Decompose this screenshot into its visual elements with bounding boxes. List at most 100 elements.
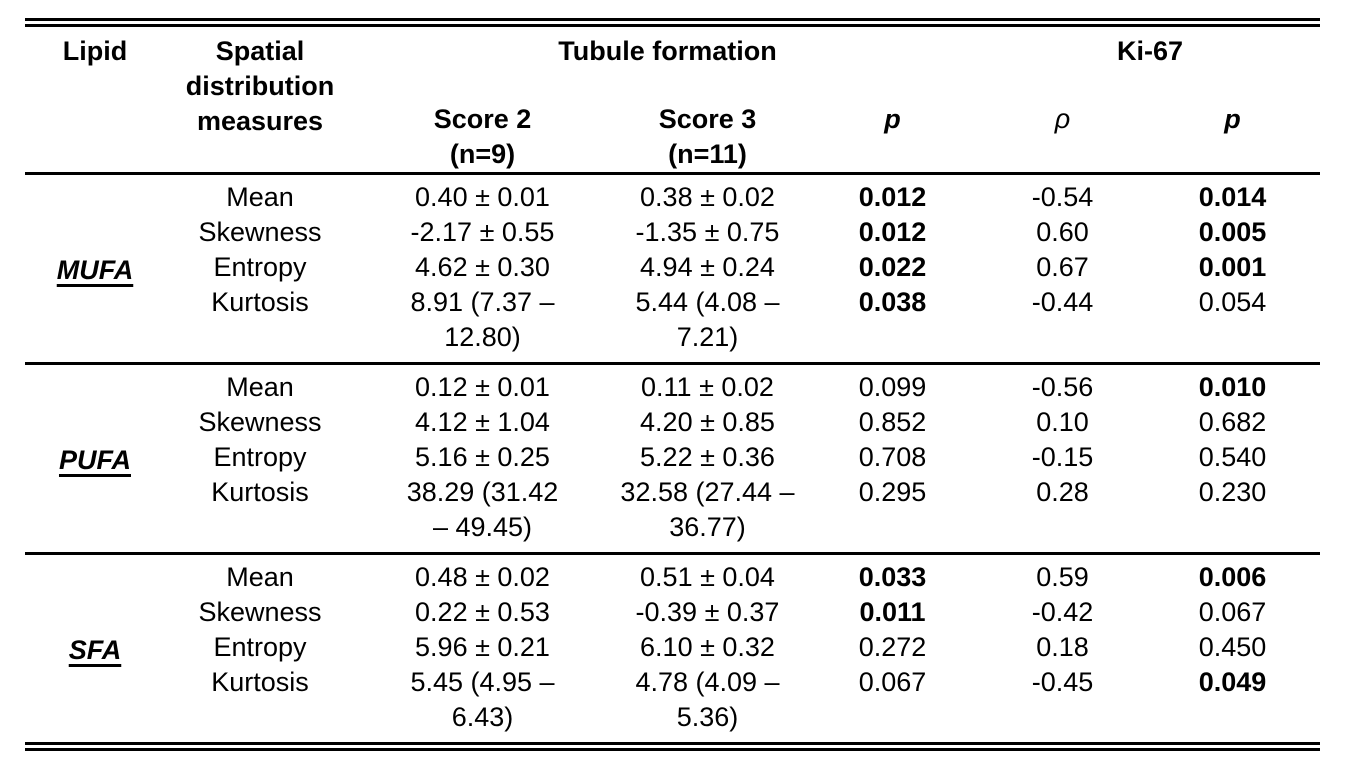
p-tubule-value: 0.295 bbox=[805, 474, 980, 555]
score2-value: 0.48 ± 0.02 bbox=[415, 561, 550, 592]
group-sfa: SFA Mean 0.48 ± 0.02 0.51 ± 0.04 0.033 0… bbox=[25, 553, 1320, 748]
table-row: Kurtosis 5.45 (4.95 – 6.43) 4.78 (4.09 –… bbox=[25, 664, 1320, 748]
measure-label: Kurtosis bbox=[165, 664, 355, 748]
measure-label: Mean bbox=[226, 181, 294, 212]
header-lipid: Lipid bbox=[25, 22, 165, 175]
p-tubule-value: 0.022 bbox=[858, 251, 927, 282]
score2-value: 0.22 ± 0.53 bbox=[415, 596, 550, 627]
table-row: SFA Mean 0.48 ± 0.02 0.51 ± 0.04 0.033 0… bbox=[25, 553, 1320, 748]
measure-label: Mean bbox=[226, 371, 294, 402]
table-row: Skewness 0.22 ± 0.53 -0.39 ± 0.37 0.011 … bbox=[25, 595, 1320, 630]
measure-label: Entropy bbox=[213, 631, 307, 662]
p-ki67-value: 0.054 bbox=[1145, 284, 1320, 365]
table-row: Kurtosis 38.29 (31.42 – 49.45) 32.58 (27… bbox=[25, 474, 1320, 555]
lipid-label: PUFA bbox=[25, 363, 165, 555]
p-ki67-value: 0.049 bbox=[1145, 664, 1320, 748]
score2-value: 5.16 ± 0.25 bbox=[415, 441, 550, 472]
table-row: Skewness 4.12 ± 1.04 4.20 ± 0.85 0.852 0… bbox=[25, 405, 1320, 440]
table-row: Kurtosis 8.91 (7.37 – 12.80) 5.44 (4.08 … bbox=[25, 284, 1320, 365]
score3-value: 32.58 (27.44 – 36.77) bbox=[610, 474, 805, 555]
lipid-label: SFA bbox=[25, 553, 165, 748]
score3-value: 5.44 (4.08 – 7.21) bbox=[610, 284, 805, 365]
measure-label: Skewness bbox=[198, 406, 322, 437]
p-tubule-value: 0.038 bbox=[805, 284, 980, 365]
header-p-ki67: p bbox=[1145, 94, 1320, 175]
table-row: MUFA Mean 0.40 ± 0.01 0.38 ± 0.02 0.012 … bbox=[25, 173, 1320, 365]
p-tubule-value: 0.099 bbox=[858, 371, 927, 402]
rho-value: -0.42 bbox=[1031, 596, 1094, 627]
p-ki67-value: 0.540 bbox=[1198, 441, 1267, 472]
rho-value: -0.45 bbox=[980, 664, 1145, 748]
rho-value: 0.60 bbox=[1036, 216, 1089, 247]
rho-value: -0.15 bbox=[1031, 441, 1094, 472]
score2-value: -2.17 ± 0.55 bbox=[410, 216, 555, 247]
rho-value: 0.10 bbox=[1036, 406, 1089, 437]
score2-value: 5.96 ± 0.21 bbox=[415, 631, 550, 662]
p-ki67-value: 0.010 bbox=[1198, 371, 1267, 402]
score2-value: 4.62 ± 0.30 bbox=[415, 251, 550, 282]
score3-value: 0.51 ± 0.04 bbox=[640, 561, 775, 592]
header-score3: Score 3 (n=11) bbox=[610, 94, 805, 175]
score3-value: 5.22 ± 0.36 bbox=[640, 441, 775, 472]
p-ki67-value: 0.014 bbox=[1198, 181, 1267, 212]
lipid-label: MUFA bbox=[25, 173, 165, 365]
p-tubule-value: 0.012 bbox=[858, 181, 927, 212]
measure-label: Kurtosis bbox=[165, 474, 355, 555]
group-pufa: PUFA Mean 0.12 ± 0.01 0.11 ± 0.02 0.099 … bbox=[25, 363, 1320, 555]
header-tubule-formation: Tubule formation bbox=[558, 36, 777, 66]
rho-value: -0.44 bbox=[980, 284, 1145, 365]
lipid-statistics-table: Lipid Spatial distribution measures Tubu… bbox=[25, 18, 1320, 751]
score3-value: 0.11 ± 0.02 bbox=[641, 371, 774, 402]
score3-value: 4.20 ± 0.85 bbox=[640, 406, 775, 437]
rho-value: 0.59 bbox=[1036, 561, 1089, 592]
score2-value: 4.12 ± 1.04 bbox=[415, 406, 550, 437]
table-row: Entropy 5.96 ± 0.21 6.10 ± 0.32 0.272 0.… bbox=[25, 630, 1320, 665]
p-ki67-value: 0.005 bbox=[1198, 216, 1267, 247]
table-row: Entropy 4.62 ± 0.30 4.94 ± 0.24 0.022 0.… bbox=[25, 250, 1320, 285]
p-ki67-value: 0.450 bbox=[1198, 631, 1267, 662]
score2-value: 0.12 ± 0.01 bbox=[415, 371, 550, 402]
score3-value: -0.39 ± 0.37 bbox=[635, 596, 780, 627]
p-ki67-value: 0.067 bbox=[1198, 596, 1267, 627]
p-ki67-value: 0.006 bbox=[1198, 561, 1267, 592]
score2-value: 5.45 (4.95 – 6.43) bbox=[355, 664, 610, 748]
table-row: PUFA Mean 0.12 ± 0.01 0.11 ± 0.02 0.099 … bbox=[25, 363, 1320, 555]
rho-value: -0.54 bbox=[1031, 181, 1094, 212]
score3-value: 4.94 ± 0.24 bbox=[640, 251, 775, 282]
header-p-tubule: p bbox=[805, 94, 980, 175]
rho-value: -0.56 bbox=[1031, 371, 1094, 402]
p-ki67-value: 0.230 bbox=[1145, 474, 1320, 555]
header-ki67: Ki-67 bbox=[1116, 36, 1184, 66]
score3-value: 4.78 (4.09 – 5.36) bbox=[610, 664, 805, 748]
table-row: Skewness -2.17 ± 0.55 -1.35 ± 0.75 0.012… bbox=[25, 215, 1320, 250]
measure-label: Mean bbox=[226, 561, 294, 592]
p-tubule-value: 0.012 bbox=[858, 216, 927, 247]
header-score2: Score 2 (n=9) bbox=[355, 94, 610, 175]
rho-value: 0.67 bbox=[1036, 251, 1089, 282]
score2-value: 8.91 (7.37 – 12.80) bbox=[355, 284, 610, 365]
table-header: Lipid Spatial distribution measures Tubu… bbox=[25, 22, 1320, 175]
score3-value: 6.10 ± 0.32 bbox=[640, 631, 775, 662]
score3-value: -1.35 ± 0.75 bbox=[635, 216, 780, 247]
p-tubule-value: 0.272 bbox=[858, 631, 927, 662]
measure-label: Entropy bbox=[213, 251, 307, 282]
p-tubule-value: 0.852 bbox=[858, 406, 927, 437]
measure-label: Skewness bbox=[198, 216, 322, 247]
score2-value: 38.29 (31.42 – 49.45) bbox=[355, 474, 610, 555]
p-ki67-value: 0.682 bbox=[1198, 406, 1267, 437]
measure-label: Kurtosis bbox=[165, 284, 355, 365]
measure-label: Skewness bbox=[198, 596, 322, 627]
rho-value: 0.28 bbox=[980, 474, 1145, 555]
measure-label: Entropy bbox=[213, 441, 307, 472]
score2-value: 0.40 ± 0.01 bbox=[415, 181, 550, 212]
table-row: Entropy 5.16 ± 0.25 5.22 ± 0.36 0.708 -0… bbox=[25, 440, 1320, 475]
p-ki67-value: 0.001 bbox=[1198, 251, 1267, 282]
p-tubule-value: 0.033 bbox=[858, 561, 927, 592]
header-spatial-distribution-measures: Spatial distribution measures bbox=[165, 22, 355, 175]
group-mufa: MUFA Mean 0.40 ± 0.01 0.38 ± 0.02 0.012 … bbox=[25, 173, 1320, 365]
p-tubule-value: 0.708 bbox=[858, 441, 927, 472]
score3-value: 0.38 ± 0.02 bbox=[640, 181, 775, 212]
p-tubule-value: 0.067 bbox=[805, 664, 980, 748]
rho-value: 0.18 bbox=[1036, 631, 1089, 662]
